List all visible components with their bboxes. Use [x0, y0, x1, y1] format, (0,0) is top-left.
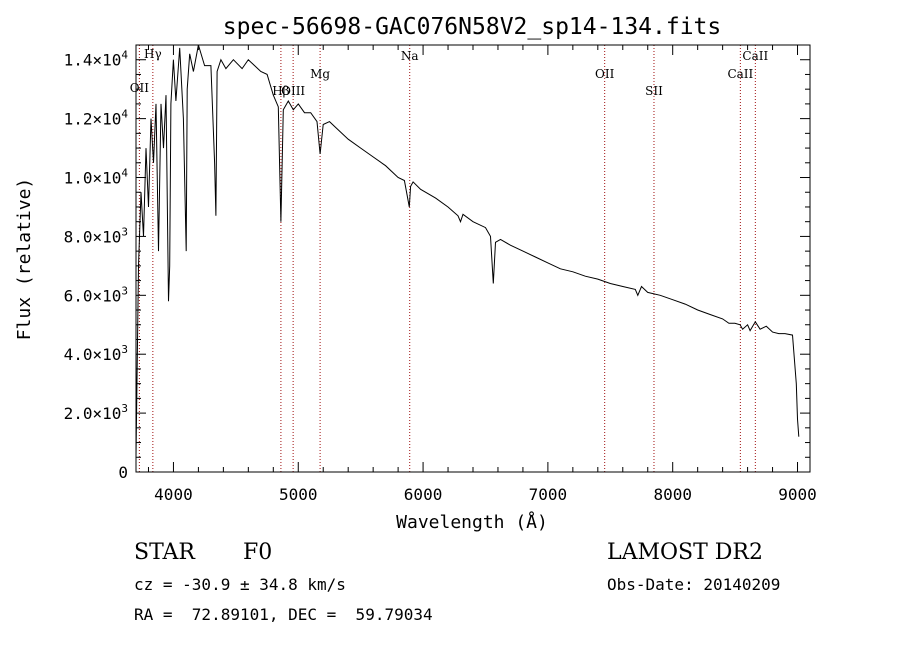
y-tick-label: 8.0×103 — [64, 225, 128, 246]
ra-dec: RA = 72.89101, DEC = 59.79034 — [134, 605, 433, 624]
object-class: STAR — [134, 540, 195, 565]
line-marker-label: Hγ — [144, 47, 162, 61]
y-tick-label: 1.0×104 — [64, 167, 129, 188]
chart-title: spec-56698-GAC076N58V2_sp14-134.fits — [223, 14, 722, 40]
y-tick-label: 6.0×103 — [64, 284, 128, 305]
x-tick-label: 8000 — [653, 485, 692, 504]
survey-name: LAMOST DR2 — [607, 540, 763, 565]
y-tick-label: 1.4×104 — [64, 49, 129, 70]
x-tick-label: 5000 — [279, 485, 318, 504]
line-marker-label: OIII — [281, 84, 305, 98]
spectrum-line — [135, 44, 800, 458]
line-marker-label: OII — [130, 81, 150, 95]
plot-frame — [135, 44, 811, 473]
x-tick-label: 6000 — [404, 485, 443, 504]
line-marker-label: CaII — [742, 49, 768, 63]
redshift-cz: cz = -30.9 ± 34.8 km/s — [134, 575, 346, 594]
line-marker-label: OII — [595, 67, 615, 81]
y-axis-label: Flux (relative) — [14, 178, 35, 341]
y-tick-label: 4.0×103 — [64, 343, 128, 364]
line-marker-label: Na — [401, 49, 419, 63]
x-tick-label: 9000 — [778, 485, 817, 504]
line-marker-label: CaII — [727, 67, 753, 81]
object-subclass: F0 — [243, 540, 273, 565]
x-tick-label: 7000 — [529, 485, 568, 504]
y-tick-label: 0 — [118, 463, 128, 482]
observation-date: Obs-Date: 20140209 — [607, 575, 781, 594]
x-axis-label: Wavelength (Å) — [396, 511, 548, 533]
x-tick-label: 4000 — [154, 485, 193, 504]
y-tick-label: 1.2×104 — [64, 108, 129, 129]
y-tick-label: 2.0×103 — [64, 402, 128, 423]
line-marker-label: Mg — [310, 67, 330, 81]
line-marker-label: Hβ — [272, 84, 289, 98]
line-marker-label: SII — [645, 84, 663, 98]
